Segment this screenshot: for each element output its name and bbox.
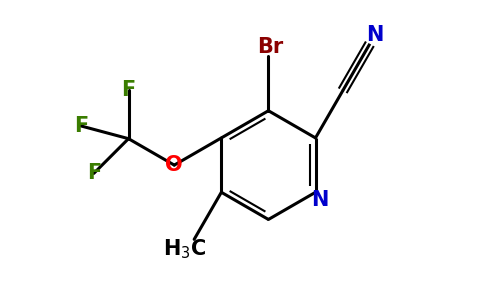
Text: N: N [311,190,329,210]
Text: H$_3$C: H$_3$C [164,237,207,261]
Text: N: N [366,25,383,45]
Text: O: O [166,155,183,175]
Text: F: F [74,116,88,136]
Text: Br: Br [257,37,283,57]
Text: F: F [121,80,136,100]
Text: F: F [87,164,101,183]
